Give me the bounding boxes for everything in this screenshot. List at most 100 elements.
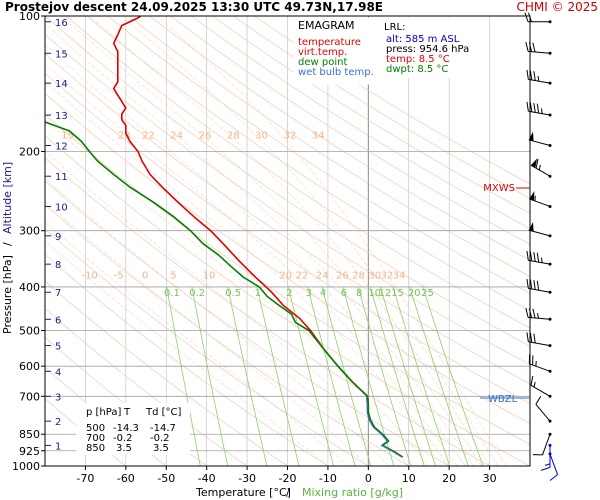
x-tick-label: 30 bbox=[483, 472, 497, 485]
wind-barb-flag bbox=[533, 280, 536, 290]
dry-adiabat bbox=[45, 16, 530, 347]
mxws-label: MXWS bbox=[483, 183, 515, 194]
legend-item-wet-bulb: wet bulb temp. bbox=[298, 67, 374, 78]
altitude-tick-label: 6 bbox=[55, 315, 61, 326]
x-tick-label: -20 bbox=[279, 472, 297, 485]
legend-title: EMAGRAM bbox=[298, 19, 355, 32]
wind-barb-flag bbox=[533, 71, 536, 81]
dry-adiabat bbox=[45, 93, 530, 425]
dry-adiabat bbox=[149, 16, 530, 261]
mixing-ratio-line bbox=[369, 286, 425, 466]
table-header-p: p [hPa] bbox=[86, 407, 121, 418]
dry-adiabat bbox=[45, 280, 289, 466]
altitude-tick-label: 15 bbox=[55, 49, 68, 60]
altitude-tick-label: 12 bbox=[55, 142, 68, 153]
wind-barb-flag bbox=[540, 466, 551, 471]
wind-barb-shaft bbox=[529, 363, 551, 372]
altitude-tick-label: 5 bbox=[55, 342, 61, 353]
wind-barb bbox=[528, 221, 552, 238]
x-tick-label: -60 bbox=[117, 472, 135, 485]
y-tick-label: 500 bbox=[19, 325, 40, 338]
lrl-press: press: 954.6 hPa bbox=[386, 44, 469, 55]
saturated-adiabat-label: 5 bbox=[170, 270, 176, 281]
wind-barb-flag bbox=[532, 308, 536, 319]
saturated-adiabat-label: 28 bbox=[352, 270, 365, 281]
wind-barb bbox=[548, 452, 558, 481]
wind-barb bbox=[526, 332, 552, 348]
saturated-adiabat-label: 24 bbox=[316, 270, 329, 281]
saturated-adiabat-label: 28 bbox=[227, 130, 240, 141]
wind-barb-flag bbox=[525, 41, 529, 52]
altitude-tick-label: 14 bbox=[55, 79, 68, 90]
y-tick-label: 1000 bbox=[12, 460, 40, 473]
legend-box bbox=[293, 17, 377, 85]
table-cell: 3.5 bbox=[153, 443, 169, 454]
x-tick-label: 20 bbox=[442, 472, 456, 485]
chart-title: Prostejov descent 24.09.2025 13:30 UTC 4… bbox=[5, 0, 384, 14]
saturated-adiabat-label: 20 bbox=[279, 270, 292, 281]
wind-barb-flag bbox=[526, 332, 529, 342]
table-cell: 700 bbox=[86, 433, 105, 444]
table-cell: -14.7 bbox=[150, 423, 176, 434]
y-axis-separator: / bbox=[1, 242, 14, 246]
legend-item-virt-temp: virt.temp. bbox=[298, 47, 347, 58]
saturated-adiabat-label: 24 bbox=[170, 130, 183, 141]
wind-barb-shaft bbox=[528, 259, 551, 265]
mixing-ratio-line bbox=[288, 286, 334, 466]
wind-barb-flag bbox=[525, 308, 529, 318]
header: Prostejov descent 24.09.2025 13:30 UTC 4… bbox=[0, 0, 600, 16]
y-tick-label: 300 bbox=[19, 225, 40, 238]
y-tick-label: 100 bbox=[19, 10, 40, 23]
dry-adiabat bbox=[45, 204, 410, 466]
x-tick-label: 0 bbox=[365, 472, 372, 485]
lrl-title: LRL: bbox=[384, 22, 405, 33]
wind-barb bbox=[525, 41, 552, 55]
wind-barb-flag bbox=[533, 333, 536, 344]
y-tick-label: 925 bbox=[19, 445, 40, 458]
lrl-temp: temp: 8.5 °C bbox=[386, 54, 450, 65]
dry-adiabat bbox=[45, 72, 530, 404]
wind-barb-half-flag bbox=[537, 75, 540, 82]
wbzl-label: WBZL bbox=[488, 394, 518, 405]
wind-barb-flag bbox=[529, 70, 533, 81]
wind-barb-shaft bbox=[528, 229, 551, 237]
wind-barb-flag bbox=[535, 158, 539, 169]
altitude-tick-label: 16 bbox=[55, 18, 68, 29]
wind-barb-flag bbox=[530, 375, 534, 386]
mixing-ratio-label: 25 bbox=[421, 288, 434, 299]
wind-barb bbox=[528, 131, 552, 148]
table-cell: 3.5 bbox=[116, 443, 132, 454]
wind-barb-flag bbox=[526, 250, 529, 261]
dry-adiabat bbox=[128, 16, 530, 277]
x-tick-label: -30 bbox=[238, 472, 256, 485]
wind-barb-flag bbox=[535, 395, 542, 405]
saturated-adiabat bbox=[45, 201, 369, 466]
dry-adiabat bbox=[45, 34, 530, 366]
wind-barb-flag bbox=[536, 103, 540, 114]
dry-adiabat bbox=[65, 16, 530, 329]
wind-barb-flag bbox=[529, 251, 533, 262]
saturated-adiabat-label: 32 bbox=[283, 130, 296, 141]
y-tick-label: 600 bbox=[19, 360, 40, 373]
mixing-ratio-label: 0.2 bbox=[189, 288, 205, 299]
series-line-wet-bulb bbox=[365, 396, 402, 458]
saturated-adiabat-label: 0 bbox=[142, 270, 148, 281]
wind-barb bbox=[530, 158, 552, 178]
table-cell: -0.2 bbox=[113, 433, 133, 444]
legend: EMAGRAM temperature virt.temp. dew point… bbox=[293, 17, 377, 85]
saturated-adiabat-label: 34 bbox=[312, 130, 325, 141]
y-axis-title-group: Pressure [hPa] / Altitude [km] bbox=[1, 162, 14, 334]
wind-barb bbox=[526, 101, 552, 117]
saturated-adiabat-label: 26 bbox=[336, 270, 349, 281]
wind-barb-half-flag bbox=[533, 381, 536, 388]
dry-adiabat bbox=[107, 16, 530, 294]
x-axis-title: Temperature [°C] bbox=[195, 486, 291, 499]
dry-adiabat bbox=[211, 16, 530, 214]
wind-barb-pennant bbox=[530, 158, 538, 168]
wind-barb-shaft bbox=[528, 316, 551, 320]
wind-barb-shaft bbox=[535, 403, 551, 422]
wind-barb-flag bbox=[536, 280, 540, 291]
saturated-adiabat-label: 30 bbox=[368, 270, 381, 281]
